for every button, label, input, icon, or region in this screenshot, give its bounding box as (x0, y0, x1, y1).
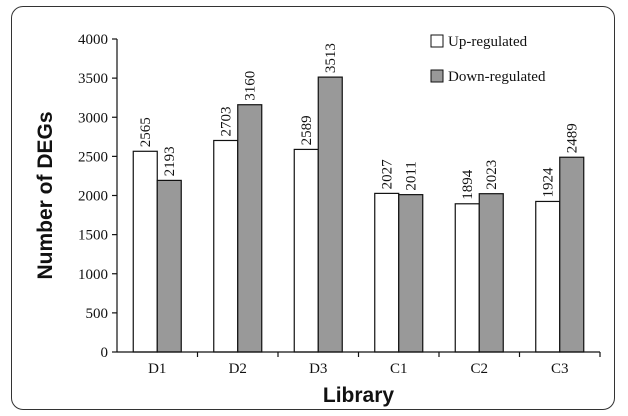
y-axis-title: Number of DEGs (34, 111, 57, 279)
data-label-d1-up: 2565 (138, 117, 154, 147)
bar-d2-up (213, 139, 239, 353)
bar-d3-down (317, 76, 343, 353)
bars (132, 76, 585, 353)
data-label-d3-down: 3513 (323, 43, 339, 73)
y-tick-label: 3500 (78, 71, 108, 87)
bar-d1-down (156, 179, 182, 353)
data-label-c3-down: 2489 (565, 123, 581, 153)
bar-c3-up (535, 200, 561, 353)
x-tick-label: D3 (309, 361, 327, 377)
y-tick-label: 500 (86, 306, 109, 322)
legend-label-up-regulated: Up-regulated (448, 34, 528, 50)
legend-label-down-regulated: Down-regulated (448, 69, 546, 85)
data-label-c2-up: 1894 (460, 169, 476, 200)
y-tick-label: 4000 (78, 32, 108, 48)
x-axis-ticks: D1 D2 D3 C1 C2 C3 (148, 352, 601, 377)
y-tick-label: 2000 (78, 189, 108, 205)
bar-c3-down (559, 156, 585, 353)
data-label-c3-up: 1924 (541, 167, 557, 198)
x-axis-title: Library (323, 384, 395, 407)
bar-c1-up (374, 192, 400, 353)
data-label-d2-down: 3160 (243, 71, 259, 101)
x-tick-label: C3 (551, 361, 569, 377)
x-tick-label: D2 (229, 361, 247, 377)
legend-swatch-up-regulated (430, 34, 444, 48)
data-label-c2-down: 2023 (484, 160, 500, 190)
y-tick-label: 2500 (78, 149, 108, 165)
y-tick-label: 1000 (78, 267, 108, 283)
bar-c1-down (398, 194, 424, 353)
data-label-c1-down: 2011 (404, 161, 420, 190)
y-tick-label: 0 (101, 345, 109, 361)
bar-d2-down (237, 104, 263, 353)
legend-swatch-down-regulated (430, 69, 444, 83)
data-label-d2-up: 2703 (219, 106, 235, 136)
bar-d3-up (293, 148, 319, 353)
x-tick-label: C2 (470, 361, 488, 377)
bar-c2-up (454, 203, 480, 353)
x-tick-label: D1 (148, 361, 166, 377)
bar-c2-down (478, 193, 504, 353)
data-labels: 2565 2193 2703 3160 2589 3513 2027 2011 1894 2023… (138, 43, 581, 200)
bar-d1-up (132, 150, 158, 353)
data-label-d3-up: 2589 (299, 115, 315, 145)
x-tick-label: C1 (390, 361, 408, 377)
legend: Up-regulated Down-regulated (430, 34, 546, 85)
y-axis-ticks: 0 500 1000 1500 2000 2500 3000 3500 4000 (78, 32, 117, 361)
y-tick-label: 1500 (78, 228, 108, 244)
data-label-c1-up: 2027 (380, 159, 396, 190)
data-label-d1-down: 2193 (162, 146, 178, 176)
y-tick-label: 3000 (78, 110, 108, 126)
